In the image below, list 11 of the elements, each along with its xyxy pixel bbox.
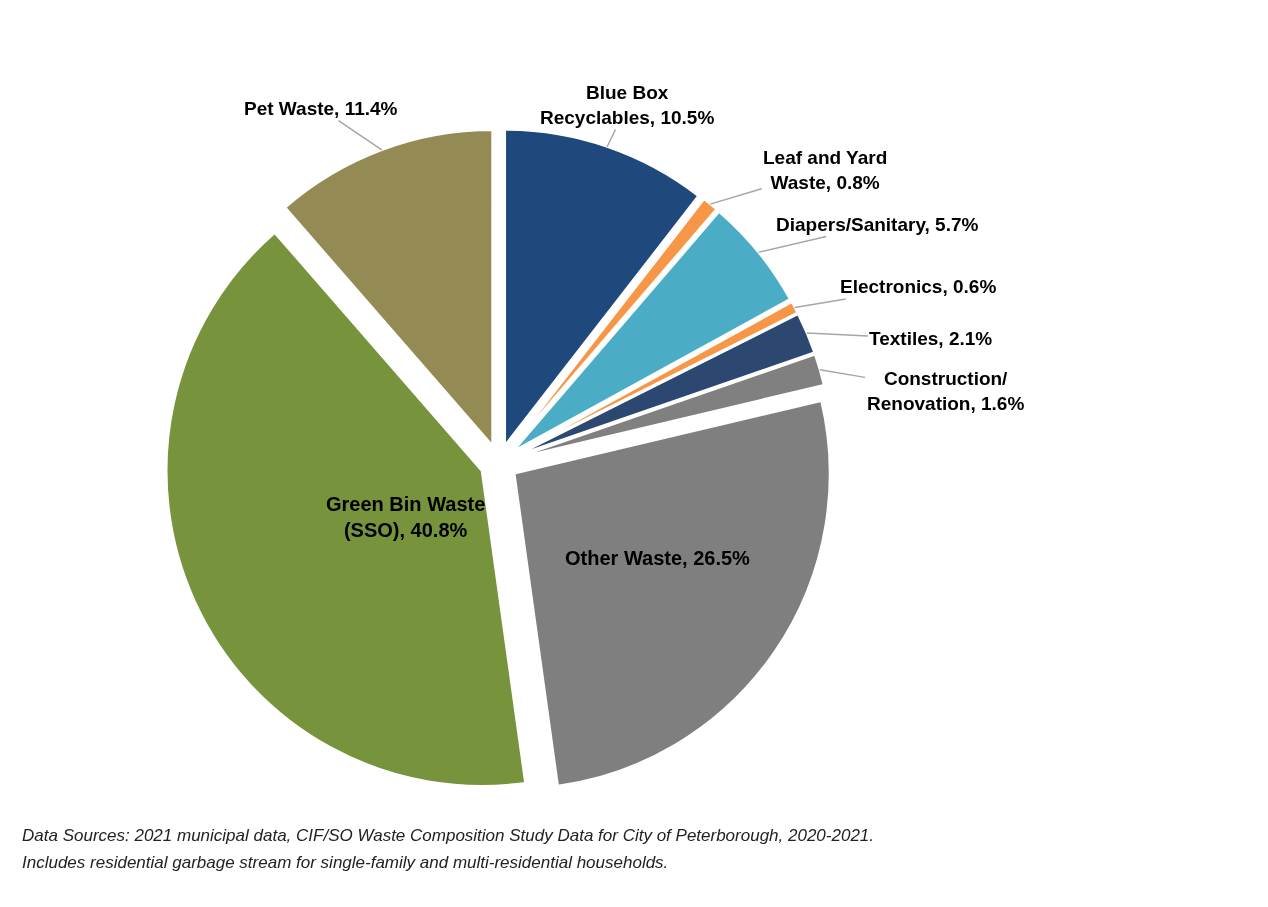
slice-label: Other Waste, 26.5%	[565, 547, 751, 569]
slice-label: Textiles, 2.1%	[869, 328, 993, 349]
text: Includes residential garbage stream for single-family and multi-residential households.	[22, 853, 669, 872]
slice-label: Leaf and Yard Waste, 0.8%	[763, 147, 888, 193]
slice-label: Electronics, 0.6%	[840, 276, 997, 297]
slice-label: Green Bin Waste (SSO), 40.8%	[326, 493, 486, 541]
slice-label: Diapers/Sanitary, 5.7%	[776, 214, 979, 235]
slice-label: Pet Waste, 11.4%	[244, 98, 398, 119]
text: Data Sources: 2021 municipal data, CIF/SO Waste Composition Study Data for City of Peterborough, 2020-2021.	[22, 826, 875, 845]
slice-label: Construction/ Renovation, 1.6%	[867, 368, 1025, 414]
slice-label: Blue Box Recyclables, 10.5%	[540, 82, 715, 128]
